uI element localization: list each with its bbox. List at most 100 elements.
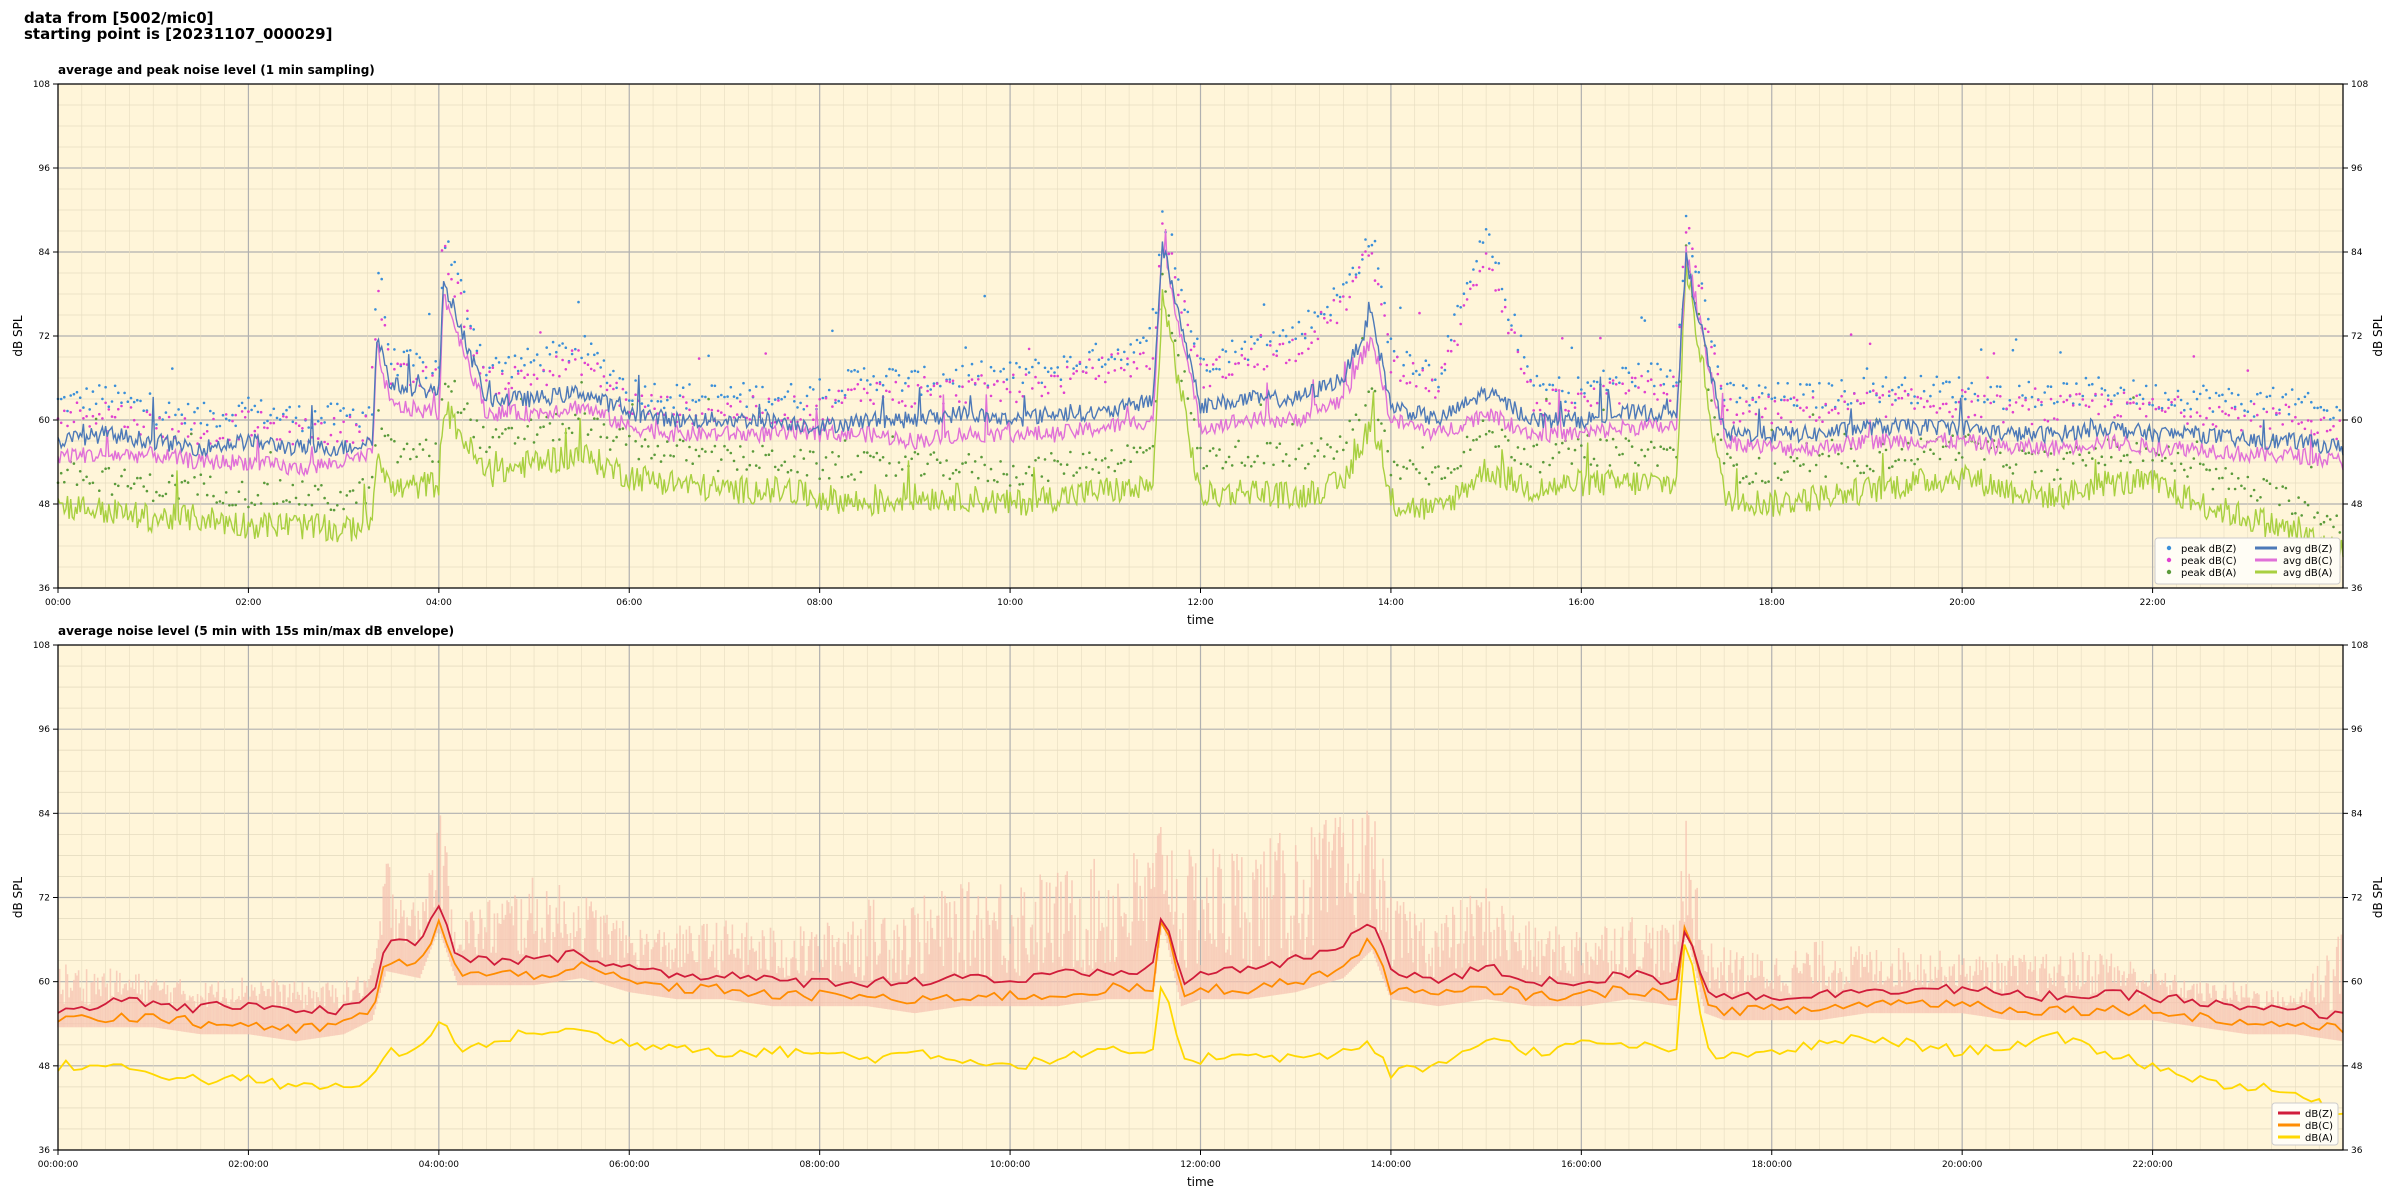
- data-point: [1123, 368, 1126, 372]
- data-point: [1707, 388, 1710, 392]
- data-point: [1272, 331, 1275, 334]
- data-point: [1183, 300, 1186, 303]
- data-point: [247, 410, 250, 413]
- data-point: [215, 425, 218, 428]
- data-point: [697, 454, 701, 458]
- data-point: [678, 413, 682, 417]
- data-point: [710, 408, 714, 412]
- data-point: [431, 371, 434, 375]
- data-point: [697, 398, 701, 402]
- data-point: [2151, 459, 2154, 462]
- y-axis-label: dB SPL: [11, 877, 25, 919]
- data-point: [583, 361, 587, 365]
- data-point: [1081, 452, 1085, 456]
- data-point: [1783, 395, 1786, 399]
- data-point: [2176, 451, 2180, 455]
- data-point: [1922, 405, 1926, 409]
- data-point: [1449, 349, 1453, 353]
- data-point: [1713, 344, 1716, 347]
- legend-marker: [2166, 557, 2172, 563]
- data-point: [707, 397, 710, 401]
- data-point: [1691, 254, 1694, 258]
- data-point: [1814, 406, 1818, 409]
- data-point: [2246, 369, 2250, 372]
- data-point: [1012, 376, 1015, 380]
- data-point: [1215, 367, 1218, 371]
- data-point: [1913, 462, 1916, 466]
- data-point: [110, 415, 114, 418]
- data-point: [2100, 393, 2104, 396]
- data-point: [155, 423, 158, 426]
- data-point: [294, 416, 298, 420]
- data-point: [2113, 416, 2116, 419]
- data-point: [1884, 448, 1888, 452]
- data-point: [1069, 450, 1072, 454]
- data-point: [754, 385, 758, 388]
- data-point: [1434, 378, 1437, 382]
- data-point: [1624, 392, 1628, 395]
- data-point: [1618, 381, 1621, 385]
- data-point: [1088, 451, 1091, 455]
- data-point: [685, 459, 688, 462]
- data-point: [266, 482, 269, 486]
- data-point: [497, 435, 501, 439]
- data-point: [2252, 488, 2256, 492]
- data-point: [1910, 401, 1913, 405]
- data-point: [2195, 440, 2199, 444]
- data-point: [672, 455, 675, 458]
- data-point: [1116, 462, 1120, 466]
- data-point: [1862, 471, 1866, 475]
- data-point: [2240, 428, 2243, 432]
- data-point: [2198, 414, 2202, 418]
- data-point: [1259, 333, 1263, 337]
- data-point: [1056, 366, 1059, 369]
- data-point: [253, 503, 257, 507]
- data-point: [992, 479, 996, 482]
- data-point: [1840, 462, 1843, 465]
- data-point: [1205, 464, 1209, 468]
- data-point: [428, 312, 431, 316]
- data-point: [1059, 378, 1063, 382]
- legend-label: dB(C): [2305, 1121, 2333, 1132]
- data-point: [1510, 328, 1513, 332]
- data-point: [1665, 392, 1669, 396]
- data-point: [1326, 443, 1329, 446]
- data-point: [1205, 363, 1209, 367]
- data-point: [1199, 357, 1202, 360]
- data-point: [1031, 365, 1034, 369]
- data-point: [1678, 323, 1681, 327]
- data-point: [402, 447, 406, 451]
- data-point: [961, 462, 964, 465]
- data-point: [1135, 450, 1139, 454]
- data-point: [1497, 262, 1501, 265]
- data-point: [202, 401, 206, 405]
- data-point: [1887, 394, 1891, 398]
- data-point: [221, 501, 225, 505]
- data-point: [564, 368, 568, 371]
- data-point: [1310, 341, 1313, 345]
- data-point: [539, 364, 542, 367]
- data-point: [2160, 459, 2164, 463]
- data-point: [732, 395, 736, 398]
- data-point: [1561, 337, 1564, 340]
- data-point: [1018, 365, 1021, 369]
- data-point: [1891, 388, 1894, 392]
- data-point: [66, 468, 69, 472]
- data-point: [361, 439, 365, 442]
- data-point: [1710, 345, 1713, 349]
- data-point: [1094, 458, 1098, 461]
- data-point: [1748, 410, 1751, 413]
- data-point: [2119, 415, 2123, 418]
- data-point: [850, 473, 853, 476]
- data-point: [732, 459, 736, 463]
- data-point: [215, 439, 218, 443]
- data-point: [263, 421, 266, 425]
- data-point: [859, 399, 863, 403]
- data-point: [1519, 367, 1523, 371]
- data-point: [75, 401, 79, 405]
- data-point: [780, 464, 783, 467]
- data-point: [2087, 383, 2091, 387]
- data-point: [2024, 452, 2027, 455]
- data-point: [2294, 512, 2297, 515]
- data-point: [380, 318, 384, 321]
